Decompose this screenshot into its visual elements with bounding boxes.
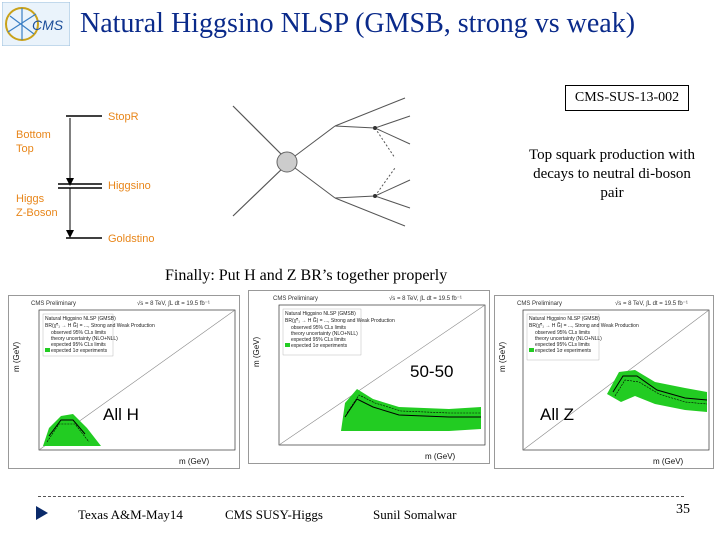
footer-author: Sunil Somalwar <box>373 507 457 522</box>
legend-line: expected 95% CLs limits <box>291 337 346 343</box>
legend-line: expected 1σ experiments <box>51 348 108 354</box>
footer-topic: CMS SUSY-Higgs <box>225 507 323 522</box>
spectrum-label-higgsino: Higgsino <box>108 180 151 192</box>
spectrum-label-goldstino: Goldstino <box>108 233 154 245</box>
legend-line: theory uncertainty (NLO+NLL) <box>535 336 602 342</box>
decay-diagram <box>232 97 411 227</box>
svg-text:m (GeV): m (GeV) <box>179 457 210 466</box>
plot-header-left: CMS Preliminary <box>31 301 76 307</box>
plot-header-right: √s = 8 TeV, ∫L dt = 19.5 fb⁻¹ <box>389 295 462 302</box>
legend-title: Natural Higgsino NLSP (GMSB) <box>285 311 356 317</box>
cms-logo: CMS <box>2 2 70 46</box>
exclusion-plot-50-50: CMS Preliminary √s = 8 TeV, ∫L dt = 19.5… <box>248 290 490 464</box>
footer-arrow-icon <box>36 506 48 520</box>
spectrum-label-bottom: Bottom <box>16 129 51 141</box>
svg-text:CMS: CMS <box>32 17 64 33</box>
page-number: 35 <box>676 502 690 517</box>
legend-line: observed 95% CLs limits <box>535 330 591 336</box>
svg-text:m (GeV): m (GeV) <box>498 341 507 372</box>
spectrum-label-stop: StopR <box>108 111 139 123</box>
footer-divider <box>38 496 684 497</box>
svg-text:m (GeV): m (GeV) <box>252 336 261 367</box>
legend-line: BR(χ̃⁰₁ → H G̃) = ..., Strong and Weak P… <box>529 322 639 329</box>
svg-text:m (GeV): m (GeV) <box>12 341 21 372</box>
analysis-reference-box: CMS-SUS-13-002 <box>565 85 689 111</box>
legend-line: expected 95% CLs limits <box>535 342 590 348</box>
plot-label-all-h: All H <box>103 405 139 424</box>
slide-title: Natural Higgsino NLSP (GMSB, strong vs w… <box>80 8 636 39</box>
legend-line: BR(χ̃⁰₁ → H G̃) = ..., Strong and Weak P… <box>45 322 155 329</box>
exclusion-plot-all-h: CMS Preliminary √s = 8 TeV, ∫L dt = 19.5… <box>8 295 240 469</box>
spectrum-label-higgs: Higgs <box>16 193 45 205</box>
spectrum-label-top: Top <box>16 143 34 155</box>
svg-text:m (GeV): m (GeV) <box>653 457 684 466</box>
footer-venue: Texas A&M-May14 <box>78 507 183 522</box>
plot-header-left: CMS Preliminary <box>273 296 318 302</box>
legend-title: Natural Higgsino NLSP (GMSB) <box>529 316 600 322</box>
svg-text:m (GeV): m (GeV) <box>425 452 456 461</box>
legend-title: Natural Higgsino NLSP (GMSB) <box>45 316 116 322</box>
legend-line: expected 1σ experiments <box>535 348 592 354</box>
plot-label-50-50: 50-50 <box>410 362 454 381</box>
legend-line: expected 95% CLs limits <box>51 342 106 348</box>
legend-line: theory uncertainty (NLO+NLL) <box>291 331 358 337</box>
diagram-caption: Top squark production with decays to neu… <box>528 147 695 201</box>
finally-text: Finally: Put H and Z BR’s together prope… <box>165 267 448 284</box>
legend-line: expected 1σ experiments <box>291 343 348 349</box>
legend-line: BR(χ̃⁰₁ → H G̃) = ..., Strong and Weak P… <box>285 317 395 324</box>
legend-line: observed 95% CLs limits <box>51 330 107 336</box>
spectrum-label-zboson: Z-Boson <box>16 207 58 219</box>
exclusion-plot-all-z: CMS Preliminary √s = 8 TeV, ∫L dt = 19.5… <box>494 295 714 469</box>
plot-label-all-z: All Z <box>540 405 574 424</box>
plot-header-left: CMS Preliminary <box>517 301 562 307</box>
plot-header-right: √s = 8 TeV, ∫L dt = 19.5 fb⁻¹ <box>137 300 210 307</box>
plot-header-right: √s = 8 TeV, ∫L dt = 19.5 fb⁻¹ <box>615 300 688 307</box>
legend-line: theory uncertainty (NLO+NLL) <box>51 336 118 342</box>
mass-spectrum-diagram: Bottom Top Higgs Z-Boson StopR Higgsino … <box>16 111 154 245</box>
legend-line: observed 95% CLs limits <box>291 325 347 331</box>
